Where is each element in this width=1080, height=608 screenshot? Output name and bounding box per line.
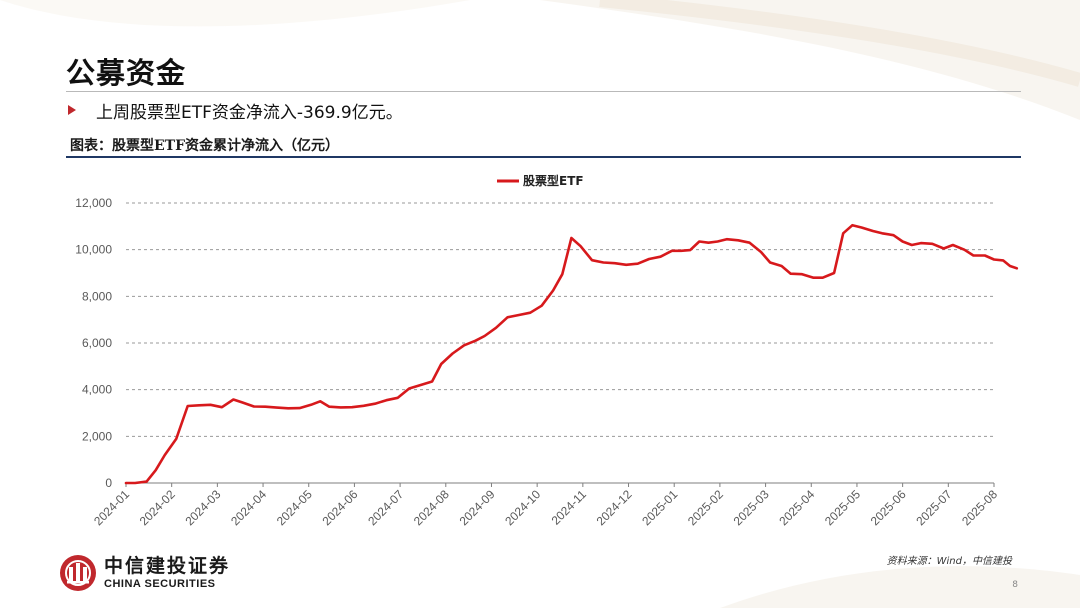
summary-text: 上周股票型ETF资金净流入-369.9亿元。 (96, 102, 403, 123)
y-tick-label: 6,000 (82, 336, 112, 350)
x-tick-label: 2024-02 (137, 487, 178, 528)
summary-bullet: 上周股票型ETF资金净流入-369.9亿元。 (68, 98, 403, 123)
caption-divider (66, 156, 1021, 158)
x-tick-label: 2024-07 (365, 487, 406, 528)
x-tick-label: 2025-07 (913, 487, 954, 528)
logo-name-en: CHINA SECURITIES (104, 578, 216, 590)
x-tick-label: 2025-03 (731, 487, 772, 528)
bullet-arrow-icon (68, 105, 76, 115)
x-tick-label: 2025-08 (959, 487, 1000, 528)
page-title: 公募资金 (66, 56, 187, 90)
x-tick-label: 2024-09 (457, 487, 498, 528)
data-source-note: 资料来源：Wind，中信建投 (886, 556, 1012, 567)
x-tick-label: 2025-05 (822, 487, 863, 528)
x-tick-label: 2024-06 (319, 487, 360, 528)
y-tick-label: 8,000 (82, 289, 112, 303)
x-tick-label: 2025-06 (868, 487, 909, 528)
y-tick-label: 0 (105, 476, 112, 490)
citic-logo-icon (60, 555, 96, 591)
logo-name-cn: 中信建投证券 (104, 555, 231, 577)
y-tick-label: 4,000 (82, 383, 112, 397)
series-line (124, 223, 1019, 485)
x-tick-label: 2024-12 (594, 487, 635, 528)
x-tick-label: 2024-04 (228, 487, 269, 528)
y-tick-label: 10,000 (75, 243, 112, 257)
legend-label: 股票型ETF (523, 173, 584, 188)
x-tick-label: 2025-04 (776, 487, 817, 528)
x-tick-label: 2024-10 (502, 487, 543, 528)
x-tick-label: 2024-11 (549, 487, 590, 528)
x-tick-label: 2024-08 (411, 487, 452, 528)
x-tick-label: 2024-05 (274, 487, 315, 528)
company-logo: 中信建投证券 CHINA SECURITIES (58, 553, 230, 593)
x-tick-label: 2024-01 (91, 487, 132, 528)
chart-caption: 图表：股票型ETF资金累计净流入（亿元） (70, 138, 340, 154)
x-tick-label: 2025-01 (639, 487, 680, 528)
x-tick-label: 2025-02 (685, 487, 726, 528)
page-number: 8 (1012, 580, 1018, 590)
x-tick-label: 2024-03 (182, 487, 223, 528)
y-tick-label: 2,000 (82, 429, 112, 443)
title-divider (66, 91, 1021, 92)
y-tick-label: 12,000 (75, 196, 112, 210)
